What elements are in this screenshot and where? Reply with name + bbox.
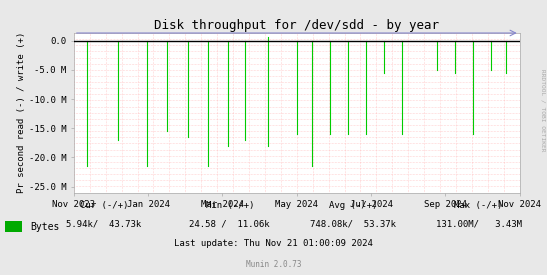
Title: Disk throughput for /dev/sdd - by year: Disk throughput for /dev/sdd - by year	[154, 19, 439, 32]
Text: RRDTOOL / TOBI OETIKER: RRDTOOL / TOBI OETIKER	[541, 69, 546, 151]
Text: Max (-/+): Max (-/+)	[455, 201, 503, 210]
Text: Min (-/+): Min (-/+)	[206, 201, 254, 210]
Y-axis label: Pr second read (-) / write (+): Pr second read (-) / write (+)	[17, 32, 26, 193]
Text: Last update: Thu Nov 21 01:00:09 2024: Last update: Thu Nov 21 01:00:09 2024	[174, 239, 373, 248]
Text: 748.08k/  53.37k: 748.08k/ 53.37k	[310, 220, 396, 229]
Text: 24.58 /  11.06k: 24.58 / 11.06k	[189, 220, 270, 229]
Text: Munin 2.0.73: Munin 2.0.73	[246, 260, 301, 269]
Text: 5.94k/  43.73k: 5.94k/ 43.73k	[66, 220, 142, 229]
Text: Avg (-/+): Avg (-/+)	[329, 201, 377, 210]
Text: Bytes: Bytes	[30, 222, 60, 232]
Text: 131.00M/   3.43M: 131.00M/ 3.43M	[435, 220, 522, 229]
Text: Cur (-/+): Cur (-/+)	[80, 201, 128, 210]
